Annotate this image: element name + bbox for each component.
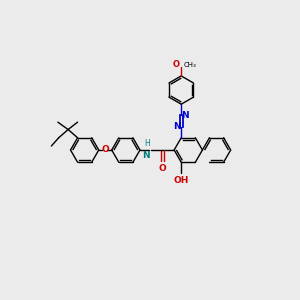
Text: N: N [142,151,150,160]
Text: CH₃: CH₃ [184,62,196,68]
Text: O: O [101,146,109,154]
Text: O: O [158,164,166,173]
Text: H: H [144,139,150,148]
Text: N: N [174,122,181,131]
Text: O: O [172,60,179,69]
Text: N: N [181,111,189,120]
Text: OH: OH [173,176,189,185]
